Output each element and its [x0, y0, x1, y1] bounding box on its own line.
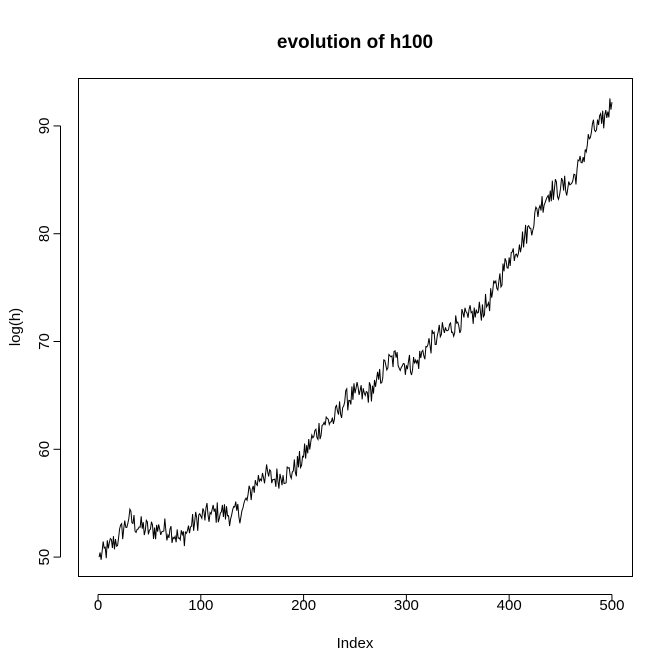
x-tick-label: 400: [497, 597, 522, 614]
y-tick-label: 70: [36, 333, 53, 350]
y-axis: 50 60 70 80 90: [36, 118, 61, 566]
plot-box: [78, 78, 633, 577]
series-layer: [98, 98, 613, 560]
x-axis-label: Index: [337, 635, 374, 652]
y-tick-label: 90: [36, 118, 53, 135]
y-tick-label: 60: [36, 441, 53, 458]
chart-title: evolution of h100: [277, 32, 433, 53]
y-tick-label: 80: [36, 225, 53, 242]
y-tick-label: 50: [36, 549, 53, 566]
x-tick-label: 100: [188, 597, 213, 614]
x-tick-label: 200: [291, 597, 316, 614]
x-tick-label: 0: [94, 597, 102, 614]
x-tick-label: 500: [599, 597, 624, 614]
x-tick-label: 300: [394, 597, 419, 614]
series-line: [98, 98, 613, 560]
x-axis: 0 100 200 300 400 500: [94, 594, 624, 614]
y-axis-label: log(h): [7, 308, 24, 346]
